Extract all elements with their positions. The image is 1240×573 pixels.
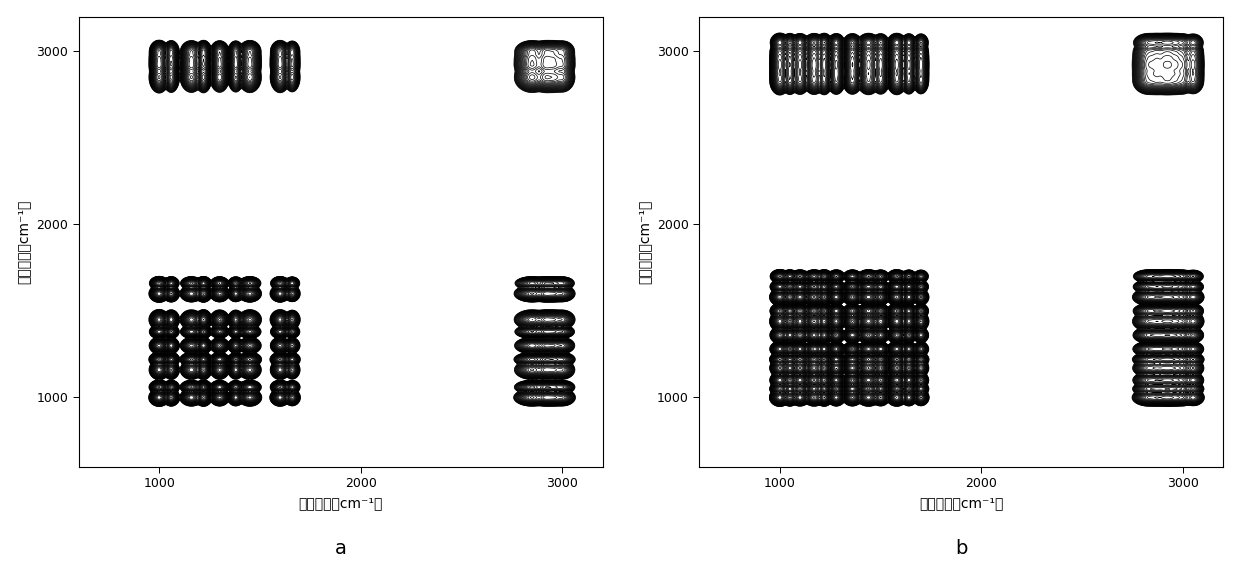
Text: b: b	[955, 539, 967, 558]
X-axis label: 拉曼位移（cm⁻¹）: 拉曼位移（cm⁻¹）	[919, 496, 1003, 510]
X-axis label: 拉曼位移（cm⁻¹）: 拉曼位移（cm⁻¹）	[299, 496, 383, 510]
Y-axis label: 拉曼位移（cm⁻¹）: 拉曼位移（cm⁻¹）	[637, 199, 651, 284]
Text: a: a	[335, 539, 346, 558]
Y-axis label: 拉曼位移（cm⁻¹）: 拉曼位移（cm⁻¹）	[16, 199, 31, 284]
